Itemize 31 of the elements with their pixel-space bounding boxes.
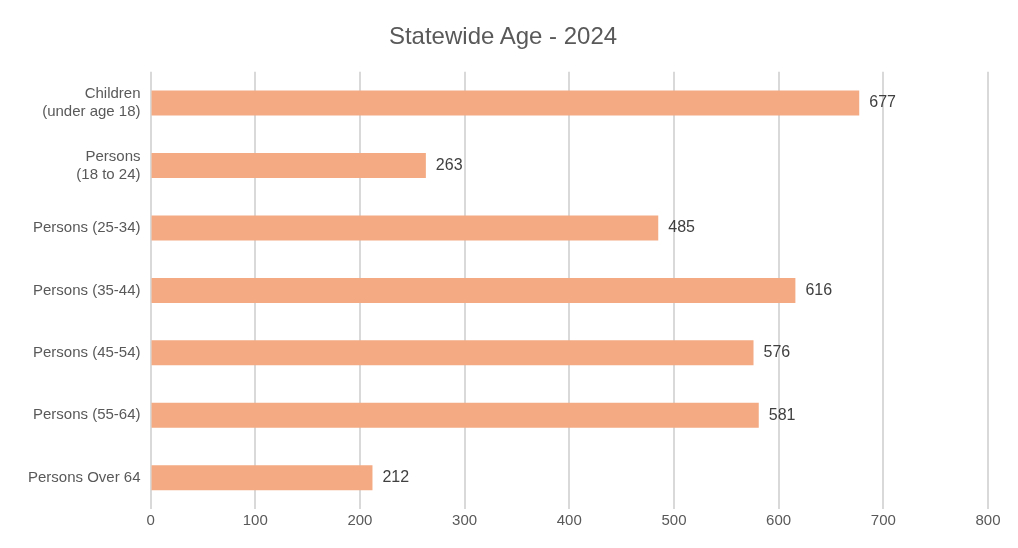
x-tick-label: 100 (242, 511, 268, 529)
x-tick-label: 300 (452, 511, 478, 529)
bar (151, 277, 796, 303)
x-tick-label: 0 (146, 511, 155, 529)
y-tick-label: Persons (45-54) (32, 343, 141, 360)
bar (151, 340, 754, 366)
data-label: 677 (869, 93, 897, 111)
bar (151, 90, 860, 116)
bar (151, 215, 659, 241)
y-tick-label: Persons (35-44) (32, 280, 141, 298)
x-tick-label: 800 (975, 511, 1001, 529)
y-tick-label: Persons (55-64) (32, 405, 141, 423)
x-tick-label: 600 (766, 511, 792, 529)
y-tick-label: Persons (25-34) (32, 218, 141, 236)
y-tick-label: Children (under age 18) (42, 84, 141, 120)
x-tick-label: 500 (661, 511, 687, 529)
bar (151, 465, 373, 491)
y-tick-label: Persons (18 to 24) (76, 146, 141, 182)
data-label: 212 (382, 468, 410, 486)
bar (151, 152, 426, 178)
bar (151, 402, 759, 428)
data-label: 576 (763, 343, 791, 361)
x-tick-label: 400 (556, 511, 582, 529)
data-label: 616 (805, 280, 833, 298)
x-tick-label: 200 (347, 511, 373, 529)
data-label: 485 (668, 218, 696, 236)
y-tick-label: Persons Over 64 (27, 467, 141, 485)
x-tick-label: 700 (870, 511, 896, 529)
data-label: 263 (435, 155, 463, 173)
chart-title: Statewide Age - 2024 (388, 22, 618, 50)
data-label: 581 (768, 405, 796, 423)
